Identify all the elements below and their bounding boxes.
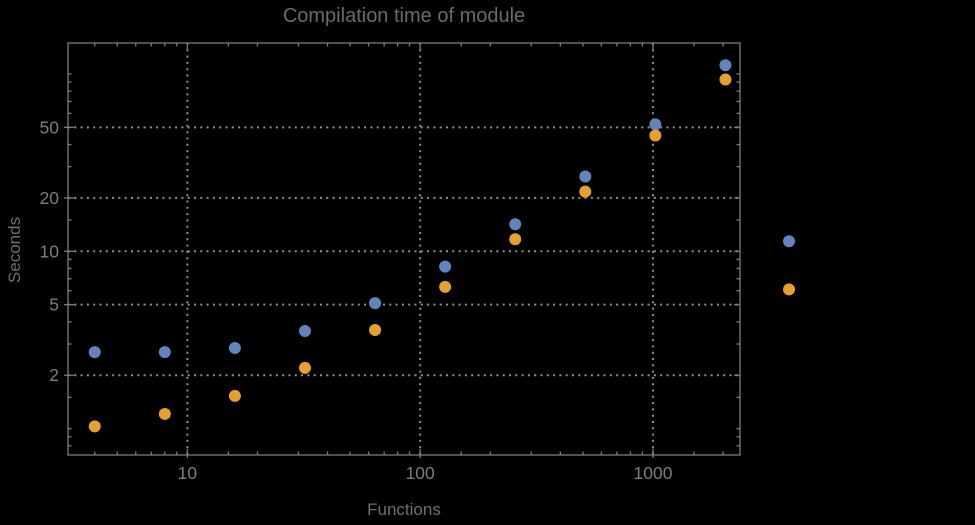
data-point-series-blue xyxy=(298,325,311,338)
data-point-series-blue xyxy=(369,297,382,310)
data-point-series-blue xyxy=(439,260,452,273)
x-axis-label: Functions xyxy=(367,500,441,519)
data-point-series-orange xyxy=(88,420,101,433)
data-point-series-orange xyxy=(158,407,171,420)
x-tick-label: 100 xyxy=(406,463,435,483)
data-point-series-orange xyxy=(579,185,592,198)
y-tick-label: 50 xyxy=(40,117,60,137)
data-point-series-orange xyxy=(298,361,311,374)
x-tick-label: 10 xyxy=(178,463,198,483)
y-tick-label: 5 xyxy=(49,295,59,315)
data-point-series-orange xyxy=(369,323,382,336)
y-tick-label: 10 xyxy=(40,241,60,261)
chart-title: Compilation time of module xyxy=(282,5,526,27)
data-point-series-blue xyxy=(509,218,522,231)
y-tick-label: 20 xyxy=(40,188,60,208)
data-point-series-blue xyxy=(579,170,592,183)
data-point-series-orange xyxy=(649,129,662,142)
data-point-series-orange xyxy=(719,73,732,86)
x-tick-label: 1000 xyxy=(634,463,673,483)
data-point-series-blue xyxy=(228,341,241,354)
data-point-series-blue xyxy=(158,346,171,359)
data-point-series-orange xyxy=(439,280,452,293)
legend-marker-series-orange xyxy=(783,283,795,296)
data-point-series-blue xyxy=(719,59,732,72)
data-point-series-blue xyxy=(88,346,101,359)
y-tick-label: 2 xyxy=(49,365,59,385)
legend-marker-series-blue xyxy=(783,235,795,248)
data-point-series-blue xyxy=(649,118,662,131)
data-point-series-orange xyxy=(228,389,241,402)
plot-frame xyxy=(67,42,741,456)
data-point-series-orange xyxy=(509,233,522,246)
